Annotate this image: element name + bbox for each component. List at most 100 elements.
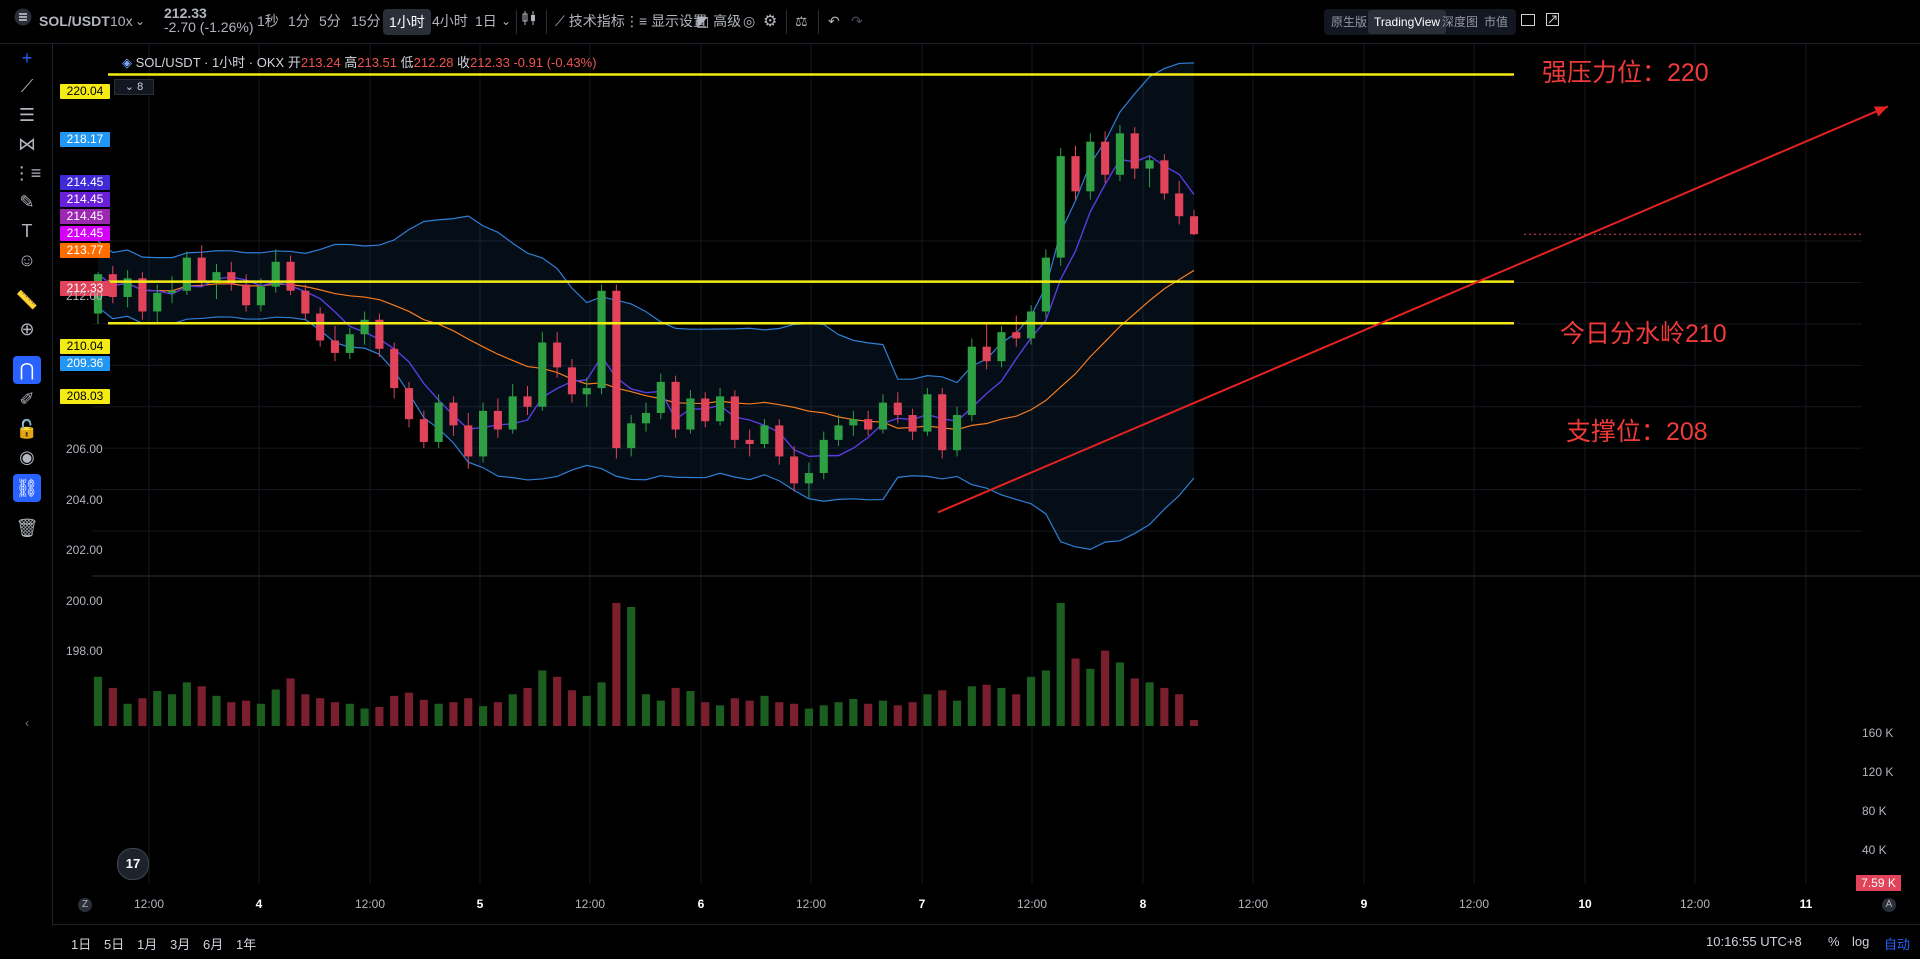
interval-dropdown-icon[interactable]: ⌄ [501,14,512,28]
legend-title: SOL/USDT · 1小时 · OKX [135,55,285,70]
candle-body [167,290,177,293]
range-6m[interactable]: 6月 [203,937,224,952]
volume-bar [997,687,1006,726]
symbol-name[interactable]: SOL/USDT [39,13,110,29]
candle-type-icon[interactable] [522,0,536,43]
x-tick: 12:00 [574,897,606,911]
y-tick: 198.00 [66,644,103,658]
trash-icon[interactable]: 🗑 [15,517,39,538]
redo-icon[interactable]: ↷ [851,13,863,29]
view-marketcap[interactable]: 市值 [1484,15,1509,29]
candle-body [893,402,902,416]
log-toggle[interactable]: log [1852,934,1870,949]
fib-tool-icon[interactable]: ⋮≡ [12,162,42,183]
volume-bar [138,698,147,726]
emoji-icon[interactable]: ☺ [17,249,37,270]
candle-body [316,313,325,341]
volume-bar [967,686,976,726]
price-chart[interactable] [52,44,1920,924]
volume-bar [1056,602,1065,726]
volume-bar [715,705,725,726]
pivot-annotation[interactable]: 今日分水岭210 [1560,320,1727,348]
zoom-reset-icon[interactable]: Z [78,898,92,912]
auto-scale-icon[interactable]: A [1882,898,1896,912]
zoom-icon[interactable]: ⊕ [19,318,35,339]
pattern-tool-icon[interactable]: ⋈ [18,133,36,154]
ma-slow-line [97,269,1195,431]
candle-body [256,286,265,306]
compare-icon[interactable]: ⚖ [795,13,808,29]
interval-4h[interactable]: 4小时 [432,13,468,29]
candle-body [627,423,636,449]
interval-1s[interactable]: 1秒 [257,13,279,29]
candle-body [479,410,488,457]
tradingview-logo-icon[interactable]: 17 [117,848,149,880]
candle-body [952,415,962,451]
interval-5m[interactable]: 5分 [319,13,341,29]
undo-icon[interactable]: ↶ [828,13,840,29]
volume-bar [582,695,591,726]
view-tradingview[interactable]: TradingView [1368,10,1447,34]
percent-toggle[interactable]: % [1828,934,1840,949]
eye-icon[interactable]: ◉ [19,446,35,467]
candle-body [790,456,799,484]
magnet-icon[interactable]: ⋂ [13,356,41,384]
interval-1h[interactable]: 1小时 [383,9,431,35]
text-tool-icon[interactable]: T [21,220,33,241]
volume-bar [286,678,295,726]
indicators-button[interactable]: ⟋ 技术指标 [555,13,625,29]
resistance-annotation[interactable]: 强压力位：220 [1542,59,1709,87]
auto-toggle[interactable]: 自动 [1884,937,1911,952]
link-icon[interactable]: ⛓ [13,474,41,502]
level-lines[interactable] [108,73,1514,325]
volume-bar [1130,678,1139,726]
symbol-dropdown-icon[interactable]: ⌄ [135,14,146,28]
candle-body [212,272,221,281]
candlesticks [93,125,1199,498]
candle-body [1056,156,1065,258]
candle-body [345,334,354,353]
volume-bar [641,694,651,726]
interval-1d[interactable]: 1日 [475,13,497,29]
range-5d[interactable]: 5日 [104,937,125,952]
candle-body [404,388,414,420]
price-axis-label: 213.77 [60,243,110,258]
menu-icon[interactable] [14,0,32,43]
range-1y[interactable]: 1年 [236,937,257,952]
interval-1m[interactable]: 1分 [288,13,310,29]
range-3m[interactable]: 3月 [170,937,191,952]
range-1m[interactable]: 1月 [137,937,158,952]
indicator-collapse-button[interactable]: ⌄ 8 [114,79,154,95]
interval-15m[interactable]: 15分 [351,13,381,29]
candle-body [1175,193,1184,217]
leverage-badge: 10x [110,13,133,29]
crosshair-icon[interactable]: + [21,47,33,68]
clock-time[interactable]: 10:16:55 UTC+8 [1706,934,1802,949]
candle-body [138,278,147,312]
volume-bar [1041,670,1050,726]
ruler-icon[interactable]: 📏 [15,289,39,310]
range-1d[interactable]: 1日 [71,937,92,952]
display-settings-button[interactable]: ⋮≡ 显示设置 [625,13,708,29]
horizontal-lines-icon[interactable]: ☰ [18,104,36,125]
support-annotation[interactable]: 支撑位：208 [1566,418,1708,446]
advanced-button[interactable]: ◩ 高级 [696,13,742,29]
volume-bar [1175,694,1184,726]
fullscreen-icon[interactable] [1546,0,1559,43]
alert-icon[interactable]: ◎ [743,13,756,29]
x-tick: 4 [255,897,263,911]
view-depth[interactable]: 深度图 [1442,15,1479,29]
trendline[interactable] [937,105,1889,514]
view-native[interactable]: 原生版 [1331,15,1368,29]
lock-icon[interactable]: 🔓 [15,418,39,439]
collapse-left-icon[interactable]: ‹ [25,716,29,730]
price-axis-label: 214.45 [60,175,110,190]
brush-tool-icon[interactable]: ✎ [19,191,35,212]
volume-bar [360,708,369,726]
gear-icon[interactable]: ⚙ [763,13,778,30]
lock-edit-icon[interactable]: ✐ [19,388,35,409]
candle-body [271,261,280,287]
window-icon[interactable] [1521,0,1535,43]
trendline-tool-icon[interactable]: ⟋ [20,75,34,96]
volume-bar [1115,662,1125,726]
